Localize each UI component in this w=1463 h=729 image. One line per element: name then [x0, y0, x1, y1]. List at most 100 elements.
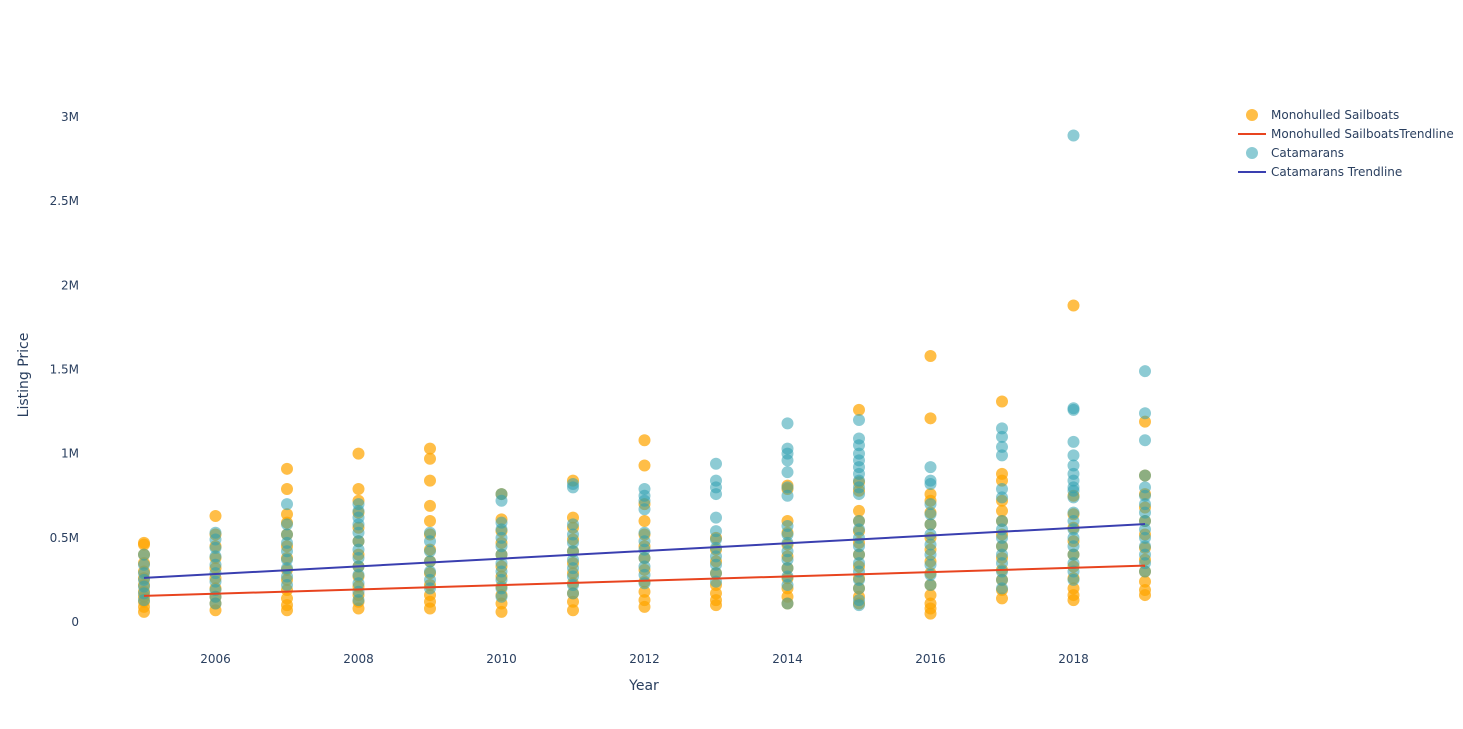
x-axis-title: Year	[628, 678, 659, 694]
y-tick-label: 1M	[61, 447, 79, 461]
data-point	[567, 570, 579, 583]
y-axis-title: Listing Price	[16, 333, 32, 418]
x-tick-label: 2008	[343, 652, 374, 666]
data-point	[853, 599, 865, 612]
legend-item-catamarans-trendline[interactable]: Catamarans Trendline	[1238, 165, 1402, 179]
data-point	[567, 518, 579, 531]
data-point	[924, 508, 937, 521]
data-point	[1067, 531, 1080, 544]
data-point	[567, 528, 579, 541]
data-point	[281, 483, 293, 496]
data-point	[1067, 459, 1080, 472]
data-point	[996, 540, 1008, 553]
data-point	[567, 536, 579, 549]
data-point	[281, 528, 293, 541]
data-point	[924, 412, 937, 425]
series-catamarans	[138, 129, 1151, 612]
data-point	[781, 489, 794, 502]
data-point	[281, 545, 293, 558]
data-point	[853, 540, 865, 553]
legend-item-monohulled-sailboatstrendline[interactable]: Monohulled SailboatsTrendline	[1238, 127, 1454, 141]
legend-label: Catamarans Trendline	[1271, 165, 1402, 179]
data-point	[638, 552, 651, 565]
data-point	[710, 525, 722, 538]
data-point	[853, 523, 865, 536]
data-point	[1067, 540, 1080, 553]
data-point	[710, 558, 722, 571]
data-point	[1067, 449, 1080, 462]
data-point	[996, 422, 1008, 435]
data-point	[567, 604, 579, 617]
data-point	[1139, 489, 1151, 502]
data-point	[495, 590, 508, 603]
data-point	[281, 570, 293, 583]
data-point	[1067, 299, 1080, 312]
y-tick-label: 3M	[61, 110, 79, 124]
data-point	[495, 540, 508, 553]
data-point	[853, 573, 865, 586]
data-point	[424, 499, 436, 512]
data-point	[352, 535, 365, 548]
data-point	[924, 461, 937, 474]
data-point	[352, 447, 365, 460]
data-point	[853, 548, 865, 561]
data-point	[710, 575, 722, 588]
data-point	[352, 483, 365, 496]
data-point	[1067, 491, 1080, 504]
data-point	[352, 552, 365, 565]
legend-label: Catamarans	[1271, 146, 1344, 160]
y-tick-label: 0.5M	[50, 531, 79, 545]
data-point	[781, 454, 794, 467]
data-point	[138, 538, 150, 551]
data-point	[924, 538, 937, 551]
data-point	[138, 594, 150, 607]
x-tick-label: 2006	[200, 652, 231, 666]
data-point	[924, 578, 937, 591]
legend-label: Monohulled SailboatsTrendline	[1271, 127, 1454, 141]
legend-item-monohulled-sailboats[interactable]: Monohulled Sailboats	[1246, 108, 1399, 122]
data-point	[424, 535, 436, 548]
data-point	[924, 589, 937, 602]
data-point	[1139, 481, 1151, 494]
data-point	[638, 434, 651, 447]
data-point	[996, 440, 1008, 453]
data-point	[352, 577, 365, 590]
legend-item-catamarans[interactable]: Catamarans	[1246, 146, 1344, 160]
data-point	[996, 474, 1008, 487]
data-point	[1139, 531, 1151, 544]
data-point	[924, 498, 937, 511]
data-point	[1067, 129, 1080, 142]
data-point	[1139, 540, 1151, 553]
data-point	[638, 515, 651, 527]
data-point	[567, 587, 579, 600]
data-point	[352, 526, 365, 539]
legend-marker	[1246, 147, 1258, 159]
data-point	[1139, 589, 1151, 602]
data-point	[638, 568, 651, 581]
data-point	[996, 504, 1008, 517]
data-point	[424, 474, 436, 487]
data-point	[209, 509, 222, 522]
data-point	[138, 558, 150, 571]
data-point	[209, 597, 222, 610]
data-point	[352, 602, 365, 615]
data-point	[638, 560, 651, 573]
data-point	[710, 488, 722, 501]
data-point	[1067, 573, 1080, 586]
data-point	[567, 595, 579, 608]
data-point	[781, 528, 794, 541]
data-point	[853, 414, 865, 426]
data-point	[638, 526, 651, 539]
data-point	[209, 533, 222, 546]
data-point	[1139, 469, 1151, 482]
data-point	[781, 417, 794, 430]
data-point	[352, 518, 365, 531]
data-point	[209, 575, 222, 588]
plot-area	[138, 129, 1151, 620]
data-point	[853, 488, 865, 501]
data-point	[781, 562, 794, 575]
data-point	[710, 533, 722, 546]
data-point	[424, 452, 436, 465]
data-point	[495, 605, 508, 618]
